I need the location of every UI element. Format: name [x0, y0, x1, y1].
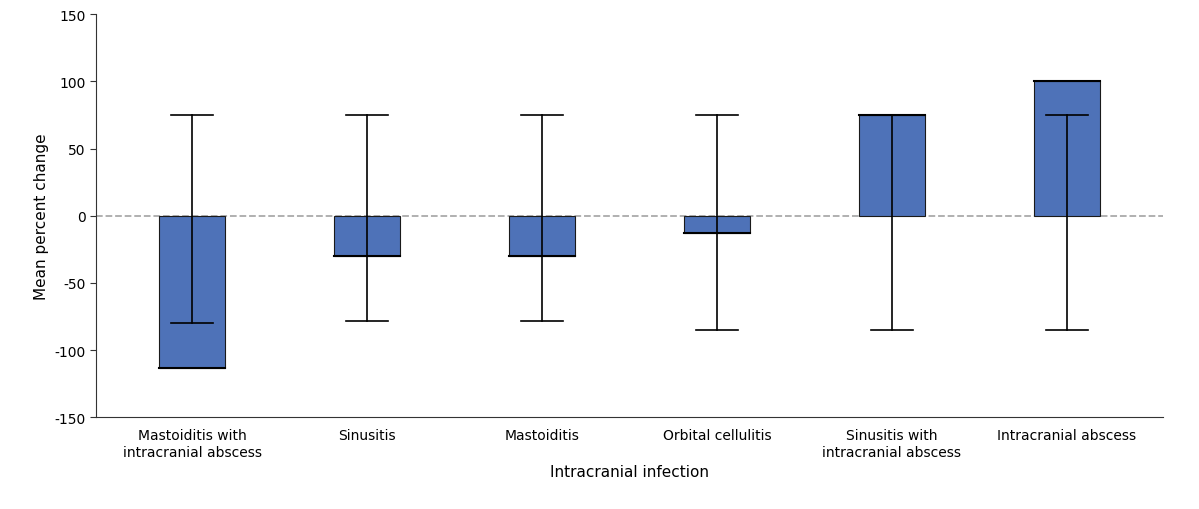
X-axis label: Intracranial infection: Intracranial infection: [550, 464, 709, 479]
Bar: [1034, 82, 1099, 216]
Bar: [858, 116, 926, 216]
Bar: [683, 216, 751, 234]
Bar: [333, 216, 400, 257]
Bar: [508, 216, 576, 257]
Y-axis label: Mean percent change: Mean percent change: [34, 133, 49, 299]
Bar: [159, 216, 225, 368]
